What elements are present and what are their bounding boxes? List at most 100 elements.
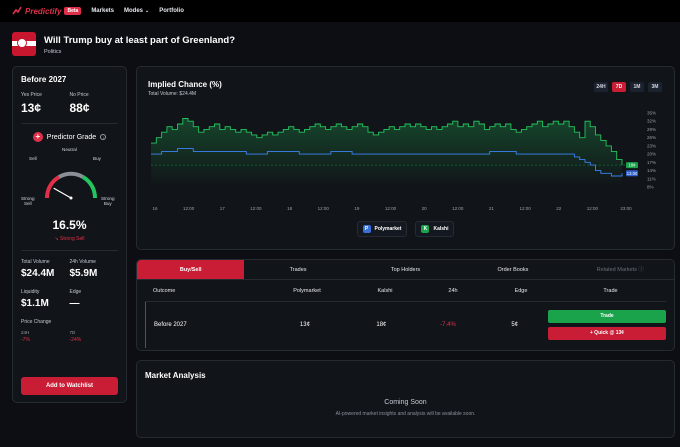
total-volume-value: $24.4M xyxy=(21,268,55,279)
x-tick-label: 12:00 xyxy=(587,206,599,211)
implied-chance-chart[interactable]: 35% 32% 29% 26% 23% 20% 17% 14% 11% 8% 16 12:00 17 12… xyxy=(137,107,676,215)
price-change-7d-label: 7D xyxy=(69,330,76,335)
x-tick-label: 21 xyxy=(489,206,495,211)
chart-subtitle: Total Volume: $24.4M xyxy=(148,91,197,97)
trade-button[interactable]: Trade xyxy=(547,310,666,323)
predictor-grade-title: Predictor Grade xyxy=(46,133,97,141)
nav-portfolio[interactable]: Portfolio xyxy=(159,8,184,14)
y-tick-label: 20% xyxy=(647,152,656,157)
range-3m-button[interactable]: 3M xyxy=(648,82,662,92)
legend-polymarket-label: Polymarket xyxy=(374,226,402,232)
yes-price-label: Yes Price xyxy=(21,92,42,98)
x-tick-label: 17 xyxy=(220,206,226,211)
beta-badge: Beta xyxy=(64,7,82,15)
outcome-summary-panel: Before 2027 Yes Price 13¢ No Price 88¢ +… xyxy=(12,66,127,403)
tab-buy-sell[interactable]: Buy/Sell xyxy=(137,260,245,279)
x-tick-label: 22 xyxy=(556,206,562,211)
y-tick-label: 26% xyxy=(647,135,656,140)
predictor-grade-icon: + xyxy=(32,132,43,142)
total-volume-label: Total Volume xyxy=(21,259,50,265)
grade-gauge: Sell Neutral Buy Strong Sell Strong Buy xyxy=(21,144,118,216)
y-tick-label: 23% xyxy=(647,143,656,148)
chart-legend: P Polymarket K Kalshi xyxy=(137,221,674,237)
top-navbar: Predictify Beta Markets Modes ⌄ Portfolio xyxy=(0,0,680,22)
gauge-needle xyxy=(53,187,72,199)
tab-related-markets[interactable]: Related Markets ⓘ xyxy=(596,267,644,273)
x-tick-label: 12:00 xyxy=(519,206,531,211)
logo-mark-icon xyxy=(12,6,22,15)
range-1m-button[interactable]: 1M xyxy=(630,82,644,92)
trading-tabs: Buy/Sell Trades Top Holders Order Books … xyxy=(137,260,674,280)
price-change-label: Price Change xyxy=(21,319,52,325)
grade-percent: 16.5% xyxy=(52,218,87,232)
kalshi-end-label-bg xyxy=(626,162,638,169)
y-tick-label: 32% xyxy=(647,119,656,124)
x-tick-label: 12:00 xyxy=(250,206,262,211)
implied-chance-chart-panel: Implied Chance (%) Total Volume: $24.4M … xyxy=(136,66,675,250)
x-tick-label: 23:00 xyxy=(620,206,632,211)
nav-modes[interactable]: Modes ⌄ xyxy=(124,8,149,14)
liquidity-value: $1.1M xyxy=(21,298,49,309)
divider xyxy=(21,123,118,124)
tab-top-holders[interactable]: Top Holders xyxy=(390,267,421,273)
legend-kalshi-label: Kalshi xyxy=(433,226,449,232)
x-tick-label: 20 xyxy=(422,206,428,211)
row-outcome: Before 2027 xyxy=(154,322,187,328)
logo[interactable]: Predictify Beta xyxy=(12,6,82,16)
polymarket-series-line xyxy=(151,148,623,177)
y-tick-label: 35% xyxy=(647,111,656,116)
legend-kalshi[interactable]: K Kalshi xyxy=(415,221,455,237)
range-7d-button[interactable]: 7D xyxy=(612,82,626,92)
nav-modes-label: Modes xyxy=(124,8,144,14)
no-price-value: 88¢ xyxy=(69,101,90,115)
logo-text: Predictify xyxy=(25,6,62,16)
yes-price-value: 13¢ xyxy=(21,101,42,115)
table-header: Outcome Polymarket Kalshi 24h Edge Trade xyxy=(145,280,666,302)
gauge-label-buy: Buy xyxy=(93,156,101,161)
nav-markets[interactable]: Markets xyxy=(91,8,114,14)
polymarket-end-label: 13.0¢ xyxy=(627,171,638,176)
kalshi-icon: K xyxy=(421,225,430,233)
y-tick-label: 11% xyxy=(647,176,656,181)
grade-signal: ↘ Strong Sell xyxy=(54,236,85,242)
col-outcome: Outcome xyxy=(153,287,176,294)
price-change-24h-value: -7% xyxy=(21,337,30,343)
x-tick-label: 12:00 xyxy=(385,206,397,211)
gauge-dial xyxy=(44,171,98,200)
x-tick-label: 16 xyxy=(152,206,158,211)
kalshi-series-line xyxy=(151,118,623,166)
tab-order-books[interactable]: Order Books xyxy=(497,267,529,273)
no-price-label: No Price xyxy=(69,92,89,98)
market-analysis-panel: Market Analysis Coming Soon AI-powered m… xyxy=(136,360,675,438)
info-icon[interactable]: i xyxy=(100,134,107,140)
x-tick-label: 12:00 xyxy=(452,206,464,211)
kalshi-area xyxy=(151,118,622,187)
row-24h-change: -7.4% xyxy=(440,322,456,328)
x-tick-label: 12:00 xyxy=(318,206,330,211)
liquidity-label: Liquidity xyxy=(21,289,40,295)
gauge-label-neutral: Neutral xyxy=(62,147,77,152)
legend-polymarket[interactable]: P Polymarket xyxy=(356,221,408,237)
polymarket-end-label-bg xyxy=(626,170,638,177)
tab-trades[interactable]: Trades xyxy=(289,267,307,273)
quick-buy-button[interactable]: + Quick @ 13¢ xyxy=(547,327,666,340)
y-tick-label: 29% xyxy=(647,127,656,132)
col-kalshi: Kalshi xyxy=(377,287,393,294)
market-category[interactable]: Politics xyxy=(44,49,62,55)
col-24h: 24h xyxy=(448,287,458,294)
trading-panel: Buy/Sell Trades Top Holders Order Books … xyxy=(136,259,675,351)
range-selector: 24H 7D 1M 3M xyxy=(594,82,662,92)
y-tick-label: 17% xyxy=(647,160,656,165)
market-title: Will Trump buy at least part of Greenlan… xyxy=(44,35,235,46)
add-to-watchlist-button[interactable]: Add to Watchlist xyxy=(21,377,118,395)
outcome-title: Before 2027 xyxy=(21,75,67,84)
col-edge: Edge xyxy=(514,287,528,294)
chart-title: Implied Chance (%) xyxy=(148,80,222,89)
volume-24h-label: 24h Volume xyxy=(69,259,96,265)
price-change-24h-label: 24H xyxy=(21,330,30,335)
range-24h-button[interactable]: 24H xyxy=(594,82,608,92)
table-row: Before 2027 13¢ 18¢ -7.4% 5¢ Trade + Qui… xyxy=(145,302,666,348)
edge-label: Edge xyxy=(69,289,82,295)
col-polymarket: Polymarket xyxy=(293,287,321,294)
chevron-down-icon: ⌄ xyxy=(145,8,150,14)
